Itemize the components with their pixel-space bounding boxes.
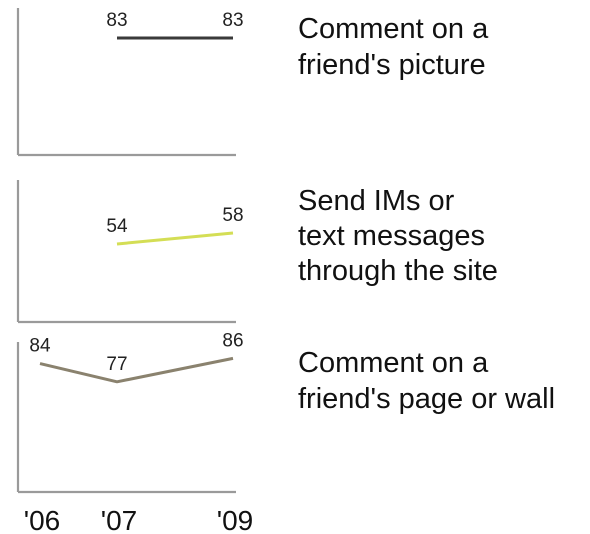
series-label-line: through the site	[298, 255, 498, 287]
data-label: 77	[106, 354, 127, 375]
series-label-line: Comment on a	[298, 347, 489, 379]
data-label: 58	[222, 205, 243, 226]
series-label-line: friend's page or wall	[298, 383, 555, 415]
series-label-line: text messages	[298, 220, 485, 252]
series-label-line: Comment on a	[298, 13, 489, 45]
data-label: 84	[29, 336, 51, 357]
data-label: 54	[106, 216, 128, 237]
data-label: 83	[222, 10, 243, 31]
data-label: 86	[222, 330, 243, 351]
series-label-line: Send IMs or	[298, 185, 455, 217]
panel-3: 84 77 86 Comment on a friend's page or wall	[16, 330, 555, 494]
x-tick-label: '09	[217, 505, 254, 534]
series-line	[39, 356, 234, 384]
x-axis-ticks: '06 '07 '09	[24, 505, 254, 534]
series-label-line: friend's picture	[298, 49, 486, 81]
x-tick-label: '07	[101, 505, 138, 534]
panel-1: 83 83 Comment on a friend's picture	[16, 8, 489, 157]
chart-panels: 83 83 Comment on a friend's picture 54 58 Send…	[16, 8, 555, 494]
data-label: 83	[106, 10, 127, 31]
series-line	[116, 231, 234, 246]
x-tick-label: '06	[24, 505, 61, 534]
